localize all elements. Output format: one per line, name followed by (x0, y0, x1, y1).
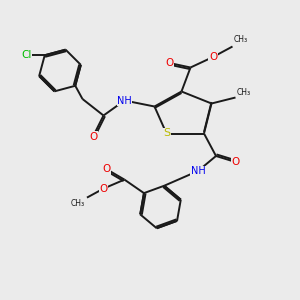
Text: O: O (209, 52, 217, 62)
Text: O: O (102, 164, 111, 174)
Text: CH₃: CH₃ (70, 199, 85, 208)
Text: O: O (99, 184, 108, 194)
Text: O: O (89, 131, 97, 142)
Text: Cl: Cl (22, 50, 32, 60)
Text: S: S (163, 128, 170, 139)
Text: CH₃: CH₃ (236, 88, 250, 97)
Text: O: O (231, 157, 240, 167)
Text: O: O (165, 58, 174, 68)
Text: NH: NH (190, 166, 206, 176)
Text: CH₃: CH₃ (233, 35, 248, 44)
Text: NH: NH (117, 95, 132, 106)
